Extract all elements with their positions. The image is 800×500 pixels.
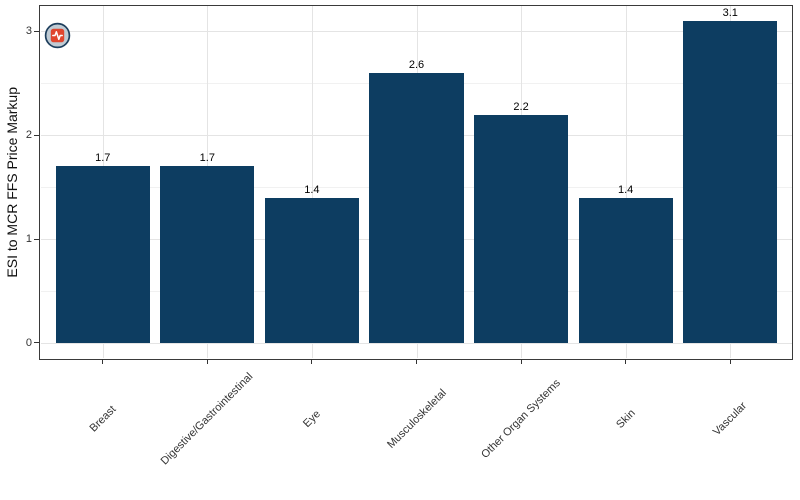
bar-value-label: 1.7 bbox=[199, 152, 215, 165]
bar bbox=[55, 166, 150, 343]
x-axis-tick bbox=[416, 359, 417, 364]
x-axis-label: Musculoskeletal bbox=[384, 387, 449, 451]
bar-value-label: 2.2 bbox=[513, 100, 529, 113]
x-axis-tick bbox=[311, 359, 313, 364]
bar-value-label: 1.4 bbox=[304, 183, 320, 196]
x-axis-label: Vascular bbox=[711, 399, 750, 439]
y-axis-tick bbox=[34, 342, 39, 344]
x-axis-tick bbox=[102, 359, 104, 364]
bar bbox=[474, 114, 569, 343]
vertical-gridline bbox=[311, 6, 313, 358]
bar-value-label: 2.6 bbox=[408, 58, 425, 71]
y-axis-tick-label: 1 bbox=[25, 233, 32, 246]
y-axis-tick-label: 3 bbox=[25, 25, 32, 38]
x-axis-tick bbox=[625, 359, 627, 364]
bar bbox=[160, 166, 255, 343]
y-axis-tick-label: 2 bbox=[25, 129, 32, 142]
y-axis-tick bbox=[34, 238, 39, 240]
y-axis-tick bbox=[34, 30, 39, 32]
bar-value-label: 1.4 bbox=[618, 183, 634, 196]
health-pulse-icon bbox=[44, 22, 71, 49]
y-axis-title-text: ESI to MCR FFS Price Markup bbox=[4, 86, 20, 278]
bar bbox=[264, 197, 359, 343]
x-axis-tick bbox=[729, 359, 731, 364]
bar bbox=[578, 197, 673, 343]
bar-value-label: 3.1 bbox=[722, 7, 738, 20]
bar-value-label: 1.7 bbox=[95, 152, 111, 165]
y-axis-title: ESI to MCR FFS Price Markup bbox=[2, 5, 22, 359]
x-axis-label: Skin bbox=[613, 407, 638, 431]
y-axis-tick bbox=[34, 134, 39, 136]
x-axis-label: Digestive/Gastrointestinal bbox=[158, 370, 256, 468]
pulse-line-icon bbox=[52, 31, 63, 41]
y-axis-tick-label: 0 bbox=[25, 336, 32, 349]
x-axis-tick bbox=[520, 359, 522, 364]
bar bbox=[369, 72, 464, 343]
x-axis-label: Eye bbox=[300, 408, 323, 430]
x-axis-tick bbox=[206, 359, 208, 364]
bar bbox=[683, 21, 778, 343]
vertical-gridline bbox=[625, 6, 627, 358]
x-axis-label: Breast bbox=[87, 403, 119, 435]
x-axis-label: Other Organ Systems bbox=[479, 377, 563, 461]
